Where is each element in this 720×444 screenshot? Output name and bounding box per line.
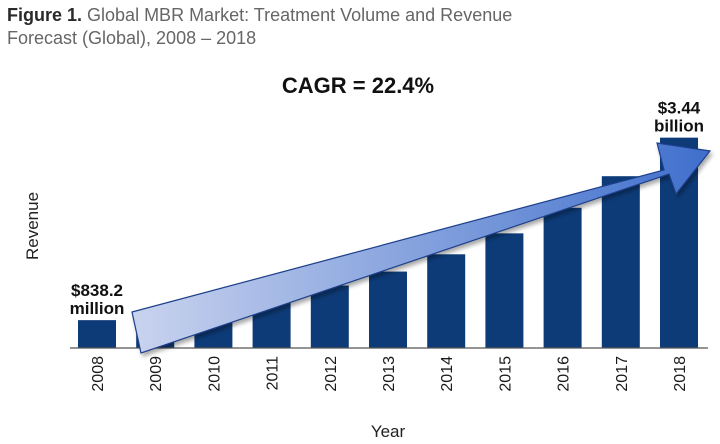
x-tick-2014: 2014	[439, 356, 456, 392]
x-tick-2009: 2009	[148, 356, 165, 392]
data-label-2008-line2: million	[70, 299, 125, 318]
x-tick-2018: 2018	[672, 356, 689, 392]
bar-2015	[485, 233, 524, 348]
data-label-2018-line1: $3.44	[658, 99, 701, 118]
growth-arrow	[131, 142, 712, 354]
x-tick-2015: 2015	[497, 356, 514, 392]
data-label-2008-line1: $838.2	[71, 281, 123, 300]
x-tick-2011: 2011	[265, 356, 282, 391]
x-tick-2010: 2010	[206, 356, 223, 392]
x-tick-labels: 2008 2009 2010 2011 2012 2013 2014 2015 2016 2017…	[90, 356, 689, 392]
x-tick-2012: 2012	[323, 356, 340, 392]
figure-title: Figure 1. Global MBR Market: Treatment V…	[7, 4, 527, 50]
bar-2014	[427, 254, 466, 348]
bar-2017	[601, 176, 640, 348]
cagr-annotation: CAGR = 22.4%	[282, 73, 434, 98]
x-tick-2016: 2016	[556, 356, 573, 392]
y-axis-label: Revenue	[23, 192, 42, 260]
figure-label: Figure 1.	[7, 5, 83, 25]
x-tick-2013: 2013	[381, 356, 398, 392]
x-tick-2008: 2008	[90, 356, 107, 392]
data-label-2018-line2: billion	[654, 117, 704, 136]
figure-title-text: Global MBR Market: Treatment Volume and …	[7, 5, 513, 48]
x-tick-2017: 2017	[614, 356, 631, 392]
bar-2016	[543, 207, 582, 348]
x-axis-label: Year	[371, 422, 406, 441]
bar-2008	[78, 320, 116, 348]
bar-2013	[369, 271, 407, 348]
bar-2012	[310, 285, 349, 348]
